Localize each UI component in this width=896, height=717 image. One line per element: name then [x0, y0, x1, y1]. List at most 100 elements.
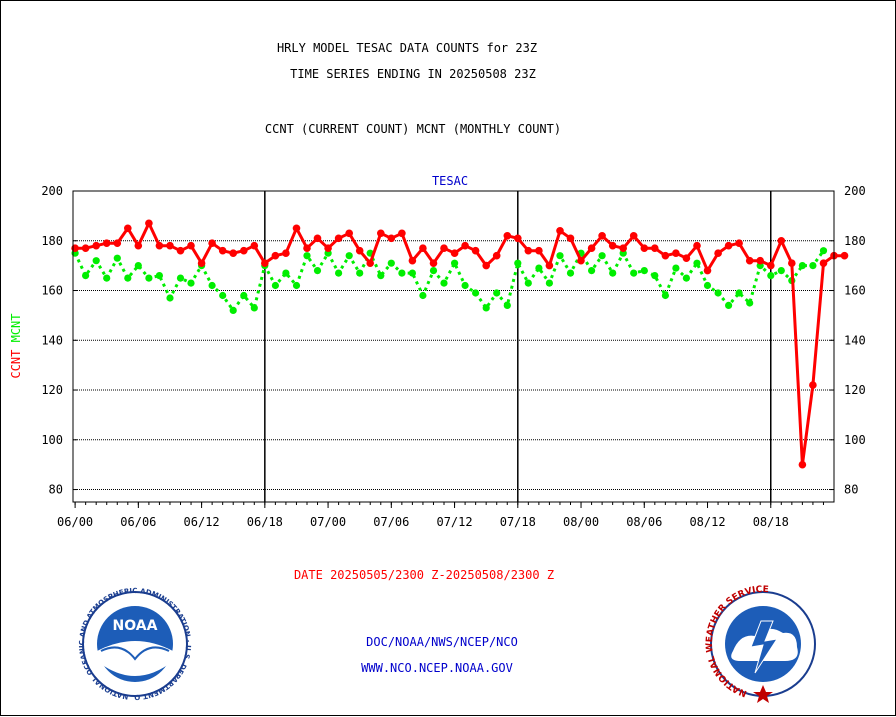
data-point-mcnt	[651, 272, 659, 280]
data-point-ccnt	[535, 246, 543, 255]
noaa-wave-icon	[100, 646, 170, 661]
data-point-ccnt	[218, 246, 227, 255]
data-point-mcnt	[419, 291, 427, 300]
x-tick-label: 08/18	[753, 515, 789, 529]
data-point-ccnt	[777, 237, 786, 245]
y-tick-label-left: 100	[41, 433, 63, 447]
data-point-ccnt	[608, 241, 617, 250]
data-point-ccnt	[629, 232, 638, 240]
data-point-mcnt	[250, 304, 258, 312]
series-ccnt	[71, 219, 849, 469]
data-point-mcnt	[166, 294, 174, 302]
data-point-mcnt	[588, 267, 596, 275]
y-ticks-left: 80 100 120 140 160 180 200	[41, 184, 77, 497]
y-tick-label-right: 100	[844, 433, 866, 447]
noaa-logo-text: NOAA	[113, 618, 158, 634]
data-point-ccnt	[240, 246, 248, 255]
data-point-mcnt	[429, 267, 438, 275]
data-point-ccnt	[819, 259, 828, 268]
data-point-mcnt	[335, 269, 343, 277]
x-tick-label: 06/06	[120, 515, 156, 529]
x-tick-label: 06/18	[247, 515, 283, 529]
data-point-ccnt	[545, 261, 554, 270]
data-point-ccnt	[124, 224, 132, 233]
data-point-mcnt	[377, 272, 385, 280]
data-point-ccnt	[155, 241, 164, 250]
data-point-ccnt	[398, 229, 406, 238]
data-point-ccnt	[640, 244, 649, 252]
y-tick-label-right: 200	[844, 184, 866, 198]
data-point-ccnt	[703, 266, 712, 275]
data-point-ccnt	[619, 244, 627, 252]
data-point-mcnt	[187, 279, 195, 287]
data-point-ccnt	[651, 244, 659, 252]
y-ticks-right: 80 100 120 140 160 180 200	[830, 184, 866, 497]
y-tick-label-right: 120	[844, 383, 866, 397]
data-point-mcnt	[777, 267, 785, 275]
y-tick-label-left: 180	[41, 234, 63, 248]
data-point-ccnt	[724, 241, 733, 250]
data-point-ccnt	[81, 244, 90, 252]
data-point-mcnt	[609, 269, 617, 277]
data-point-ccnt	[261, 259, 269, 268]
data-point-ccnt	[355, 246, 364, 255]
x-tick-label: 07/06	[373, 515, 409, 529]
data-point-mcnt	[703, 281, 712, 290]
data-point-mcnt	[440, 279, 448, 287]
data-point-mcnt	[693, 259, 701, 267]
data-point-mcnt	[313, 267, 322, 275]
x-tick-label: 06/12	[184, 515, 220, 529]
data-point-mcnt	[630, 269, 638, 277]
data-point-ccnt	[556, 227, 564, 235]
data-point-mcnt	[345, 252, 353, 260]
data-point-mcnt	[303, 252, 311, 260]
data-point-mcnt	[451, 259, 459, 267]
data-point-mcnt	[735, 289, 743, 297]
data-point-ccnt	[450, 249, 459, 257]
data-point-ccnt	[419, 244, 427, 252]
data-point-ccnt	[197, 259, 206, 268]
y-tick-label-right: 80	[844, 483, 858, 497]
svg-text:CCNT MCNT: CCNT MCNT	[9, 313, 23, 378]
data-point-ccnt	[482, 261, 491, 270]
data-point-mcnt	[672, 264, 680, 272]
x-tick-label: 08/06	[626, 515, 662, 529]
data-point-mcnt	[493, 289, 501, 297]
data-point-mcnt	[113, 254, 121, 262]
data-point-ccnt	[271, 251, 280, 260]
nws-logo[interactable]: NATIONAL WEATHER SERVICE	[705, 585, 816, 703]
data-point-mcnt	[661, 291, 670, 300]
data-point-mcnt	[535, 264, 543, 272]
data-point-ccnt	[377, 229, 385, 238]
y-tick-label-left: 140	[41, 333, 63, 347]
data-point-ccnt	[471, 246, 480, 255]
url-link[interactable]: WWW.NCO.NCEP.NOAA.GOV	[361, 661, 513, 675]
data-point-mcnt	[503, 301, 511, 309]
data-point-mcnt	[82, 272, 90, 280]
data-point-ccnt	[514, 234, 522, 243]
data-point-mcnt	[482, 304, 490, 312]
data-point-ccnt	[113, 239, 122, 247]
data-point-ccnt	[345, 229, 354, 238]
data-point-mcnt	[292, 281, 301, 290]
data-point-ccnt	[693, 241, 701, 250]
data-point-ccnt	[292, 224, 301, 233]
data-point-ccnt	[429, 259, 438, 268]
data-point-ccnt	[461, 241, 469, 250]
data-point-mcnt	[124, 274, 132, 282]
data-point-ccnt	[577, 256, 585, 265]
plot-area	[72, 190, 835, 503]
data-point-ccnt	[661, 251, 670, 260]
data-point-mcnt	[556, 252, 564, 260]
data-point-mcnt	[725, 301, 733, 309]
x-tick-label: 07/18	[500, 515, 536, 529]
data-point-mcnt	[598, 252, 606, 260]
data-point-mcnt	[155, 272, 163, 280]
data-point-ccnt	[440, 244, 448, 252]
org-line: DOC/NOAA/NWS/NCEP/NCO	[366, 635, 518, 649]
x-ticks: 06/00 06/06 06/12 06/18 07/00 07/06 07/12 07/18…	[57, 502, 824, 529]
data-point-ccnt	[714, 249, 722, 257]
data-point-ccnt	[334, 234, 343, 243]
plot-title: TESAC	[432, 174, 468, 188]
